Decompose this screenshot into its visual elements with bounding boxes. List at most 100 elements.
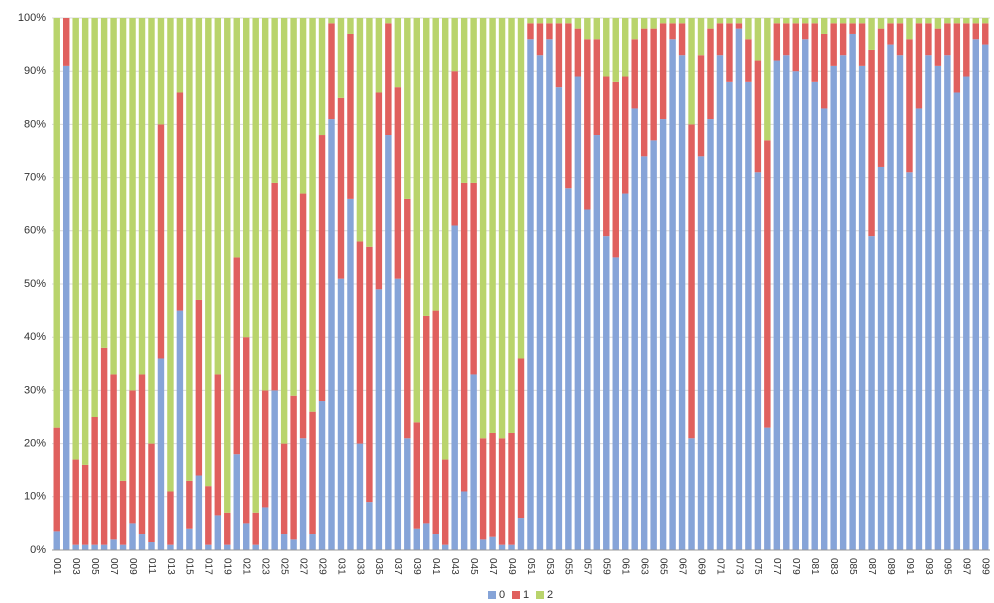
bar-segment (811, 81, 818, 550)
x-tick-label: 083 (828, 558, 839, 575)
bar-segment (858, 18, 866, 24)
bar-segment (280, 534, 288, 550)
bar-segment (318, 401, 326, 550)
bar-segment (318, 18, 326, 136)
bar-segment (186, 480, 193, 529)
y-tick-label: 70% (24, 172, 46, 184)
bar-segment (460, 491, 468, 550)
y-tick-label: 30% (24, 384, 46, 396)
bar-segment (489, 18, 496, 433)
bar-segment (243, 337, 250, 524)
bar-segment (214, 374, 222, 516)
bar-segment (915, 108, 923, 550)
bar-segment (820, 18, 828, 34)
x-tick-label: 021 (241, 558, 252, 575)
bar-segment (72, 18, 79, 460)
bar-segment (972, 23, 980, 40)
bar-segment (934, 28, 942, 66)
bar-segment (129, 390, 136, 524)
bar-segment (81, 544, 89, 550)
bar-segment (697, 18, 705, 56)
bar-segment (205, 18, 212, 487)
bar-segment (527, 18, 534, 24)
bar-segment (622, 18, 629, 77)
bar-segment (536, 55, 544, 551)
bar-segment (366, 246, 373, 503)
bar-segment (233, 18, 240, 258)
x-tick-label: 039 (411, 558, 422, 575)
bar-segment (479, 539, 487, 550)
bar-segment (72, 459, 79, 545)
bar-segment (356, 18, 364, 242)
bar-segment (574, 18, 582, 29)
bar-segment (565, 188, 572, 551)
bar-segment (337, 18, 345, 98)
bar-segment (802, 18, 809, 24)
bar-segment (584, 18, 591, 40)
bar-segment (138, 18, 146, 375)
bar-segment (53, 18, 60, 428)
bar-segment (659, 119, 667, 550)
x-tick-label: 003 (70, 558, 81, 575)
bar-segment (982, 23, 989, 45)
bar-segment (394, 87, 402, 279)
bar-segment (460, 18, 468, 183)
bar-segment (356, 241, 364, 444)
bar-segment (811, 18, 818, 24)
bar-segment (119, 18, 127, 481)
bar-segment (773, 18, 781, 24)
bar-segment (375, 18, 383, 93)
bar-segment (925, 55, 932, 551)
bar-segment (423, 523, 430, 550)
bar-segment (688, 124, 695, 439)
bar-segment (584, 39, 591, 210)
bar-segment (546, 18, 553, 24)
bar-segment (394, 18, 402, 88)
bar-segment (385, 23, 392, 136)
bar-segment (186, 528, 193, 550)
bar-segment (224, 18, 231, 513)
bar-segment (176, 92, 184, 311)
bar-segment (745, 81, 752, 550)
bar-segment (479, 18, 487, 439)
bar-segment (479, 438, 487, 540)
bar-segment (252, 512, 259, 545)
bar-segment (413, 528, 420, 550)
x-tick-label: 035 (373, 558, 384, 575)
x-tick-label: 065 (657, 558, 668, 575)
legend-label: 1 (523, 589, 529, 601)
bar-segment (129, 523, 136, 550)
bar-segment (91, 18, 98, 417)
bar-segment (697, 156, 705, 550)
bar-segment (347, 198, 354, 550)
x-tick-label: 097 (961, 558, 972, 575)
x-tick-label: 027 (297, 558, 308, 575)
bar-segment (574, 76, 582, 551)
bar-segment (688, 18, 695, 125)
bar-segment (640, 156, 648, 550)
bar-segment (659, 23, 667, 120)
bar-segment (460, 182, 468, 492)
bar-segment (119, 480, 127, 545)
bar-segment (441, 459, 449, 545)
bar-segment (451, 71, 458, 226)
bar-segment (328, 119, 335, 550)
bar-segment (423, 315, 430, 524)
bar-segment (413, 18, 420, 423)
bar-segment (252, 18, 259, 513)
bar-segment (612, 81, 619, 258)
bar-segment (53, 531, 60, 550)
bar-segment (470, 182, 477, 375)
bar-segment (944, 55, 951, 551)
bar-segment (138, 374, 146, 535)
bar-segment (195, 475, 203, 550)
bar-segment (839, 23, 847, 56)
bar-segment (508, 18, 515, 433)
bar-segment (555, 23, 563, 88)
bar-segment (91, 544, 98, 550)
y-tick-label: 100% (18, 12, 46, 24)
legend-label: 0 (499, 589, 505, 601)
bar-segment (53, 427, 60, 532)
bar-segment (385, 135, 392, 551)
bar-segment (631, 108, 638, 550)
